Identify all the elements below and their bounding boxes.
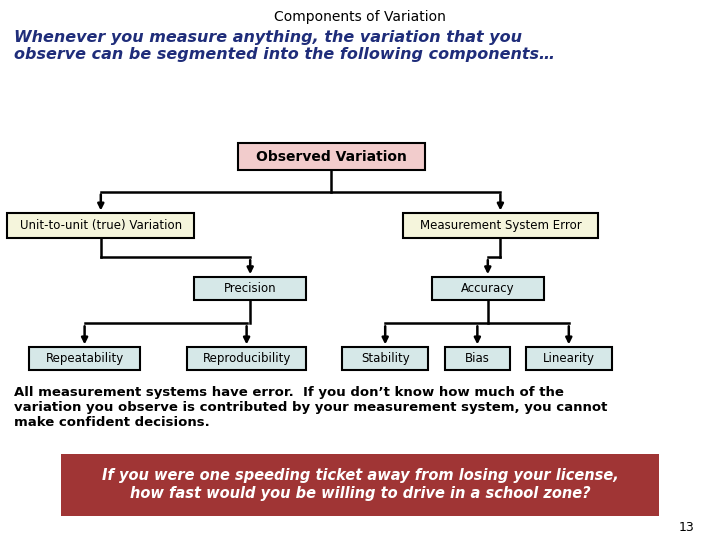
FancyBboxPatch shape xyxy=(342,347,428,370)
Text: Unit-to-unit (true) Variation: Unit-to-unit (true) Variation xyxy=(19,219,182,232)
Text: Reproducibility: Reproducibility xyxy=(202,352,291,365)
Text: Repeatability: Repeatability xyxy=(45,352,124,365)
Text: Stability: Stability xyxy=(361,352,410,365)
FancyBboxPatch shape xyxy=(187,347,306,370)
FancyBboxPatch shape xyxy=(403,213,598,238)
FancyBboxPatch shape xyxy=(432,277,544,300)
FancyBboxPatch shape xyxy=(445,347,510,370)
Text: Measurement System Error: Measurement System Error xyxy=(420,219,581,232)
Text: Accuracy: Accuracy xyxy=(461,282,515,295)
FancyBboxPatch shape xyxy=(238,143,425,170)
Text: Whenever you measure anything, the variation that you
observe can be segmented i: Whenever you measure anything, the varia… xyxy=(14,30,555,62)
Text: All measurement systems have error.  If you don’t know how much of the
variation: All measurement systems have error. If y… xyxy=(14,386,608,429)
FancyBboxPatch shape xyxy=(526,347,612,370)
FancyBboxPatch shape xyxy=(61,454,659,516)
Text: Observed Variation: Observed Variation xyxy=(256,150,407,164)
Text: Precision: Precision xyxy=(224,282,276,295)
FancyBboxPatch shape xyxy=(7,213,194,238)
FancyBboxPatch shape xyxy=(194,277,306,300)
Text: Bias: Bias xyxy=(465,352,490,365)
FancyBboxPatch shape xyxy=(29,347,140,370)
Text: 13: 13 xyxy=(679,521,695,534)
Text: If you were one speeding ticket away from losing your license,
how fast would yo: If you were one speeding ticket away fro… xyxy=(102,468,618,501)
Text: Linearity: Linearity xyxy=(543,352,595,365)
Text: Components of Variation: Components of Variation xyxy=(274,10,446,24)
